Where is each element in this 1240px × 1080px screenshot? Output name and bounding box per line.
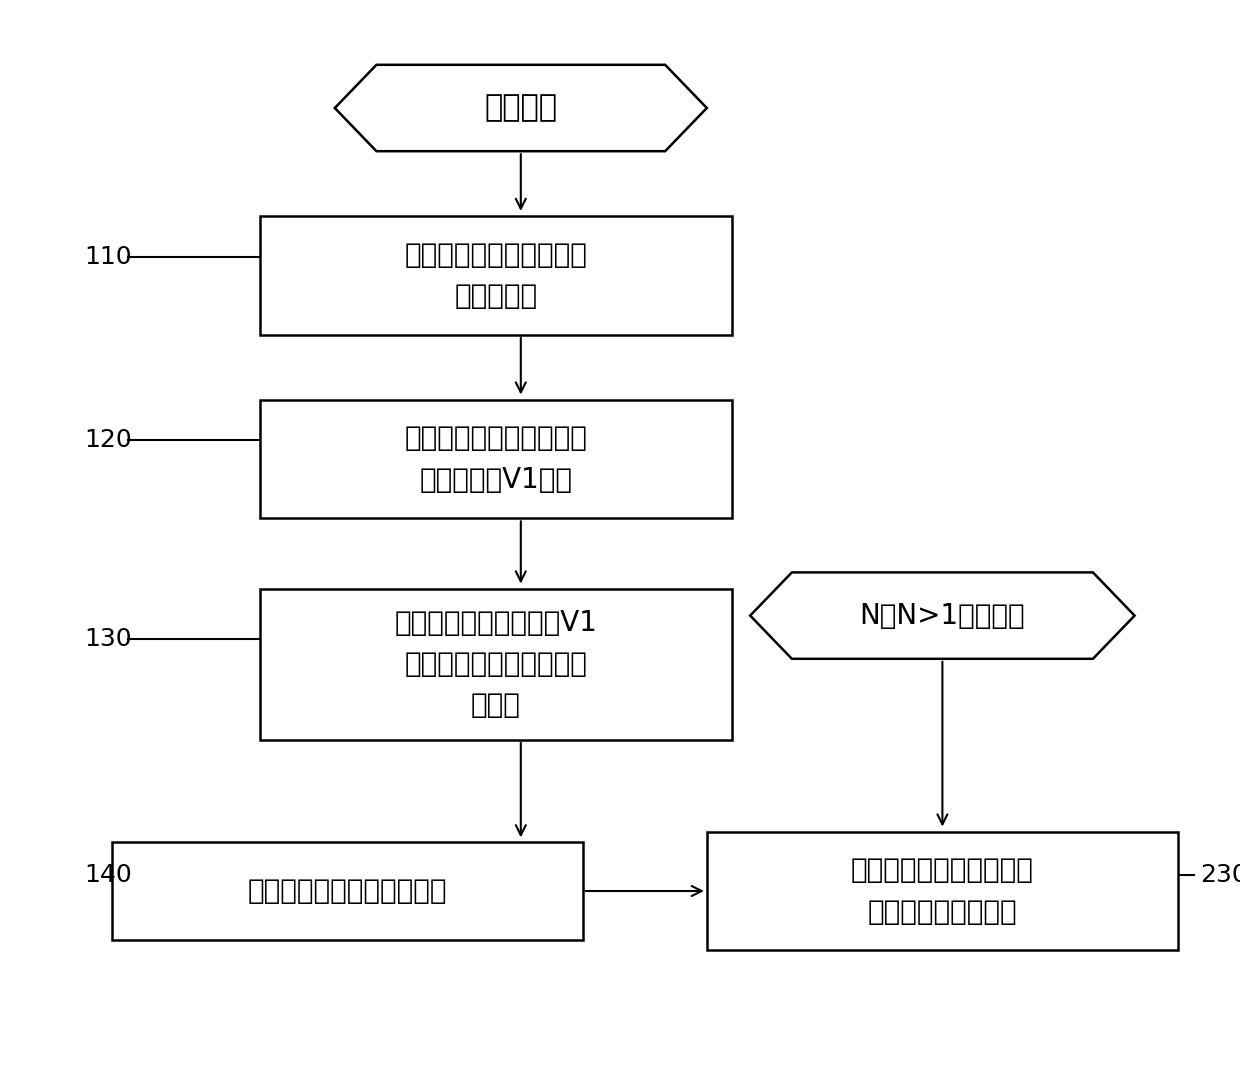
FancyBboxPatch shape [260, 216, 732, 335]
FancyBboxPatch shape [260, 589, 732, 740]
Text: 120: 120 [84, 428, 133, 451]
Text: 将所检测的单体电池的电
压与设定値V1比较: 将所检测的单体电池的电 压与设定値V1比较 [404, 424, 588, 494]
Polygon shape [335, 65, 707, 151]
Text: 检测电池组中若干个单体
电池的电压: 检测电池组中若干个单体 电池的电压 [404, 241, 588, 310]
Text: 根据记录的单体电池号对
该单体电池进行均衡: 根据记录的单体电池号对 该单体电池进行均衡 [851, 856, 1034, 926]
Polygon shape [750, 572, 1135, 659]
Text: N（N>1）次充电: N（N>1）次充电 [859, 602, 1025, 630]
FancyBboxPatch shape [260, 400, 732, 518]
Text: 140: 140 [84, 863, 133, 887]
Text: 130: 130 [84, 627, 131, 651]
Text: 记录进行均衡的单体电池号: 记录进行均衡的单体电池号 [248, 877, 446, 905]
Text: 首次充电: 首次充电 [485, 94, 557, 122]
FancyBboxPatch shape [112, 842, 583, 940]
Text: 230: 230 [1200, 863, 1240, 887]
Text: 110: 110 [84, 245, 131, 269]
FancyBboxPatch shape [707, 832, 1178, 950]
Text: 对在大于或等于设定値V1
范围内的单体电池进行电
压均衡: 对在大于或等于设定値V1 范围内的单体电池进行电 压均衡 [394, 609, 598, 719]
